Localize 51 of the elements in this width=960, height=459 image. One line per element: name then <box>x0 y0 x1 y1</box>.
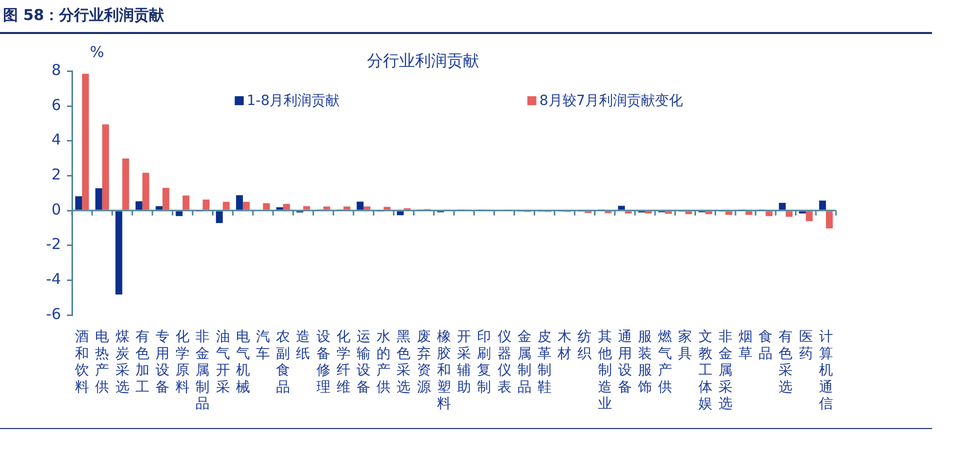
x-tick-label: 金属制品 <box>517 329 532 396</box>
x-tick-label: 仪器仪表 <box>497 329 512 396</box>
x-tick-label: 开采辅助 <box>457 329 472 396</box>
y-tick-label: -4 <box>46 270 61 288</box>
y-tick-label: 6 <box>51 96 61 114</box>
x-tick-label: 电热产供 <box>95 329 110 396</box>
x-tick-label: 文教工体娱 <box>698 329 712 412</box>
x-tick-label: 医药 <box>798 329 813 362</box>
x-tick-label: 纺织 <box>578 329 592 362</box>
x-tick-label: 烟草 <box>738 329 753 362</box>
x-tick-label: 造纸 <box>296 329 310 362</box>
x-tick-label: 服装服饰 <box>637 329 652 396</box>
x-tick-label: 木材 <box>556 329 572 362</box>
x-tick-label: 汽车 <box>256 329 270 362</box>
x-tick-label: 设备修理 <box>316 329 330 396</box>
y-tick-label: -2 <box>46 235 61 254</box>
x-tick-label: 计算机通信 <box>818 329 833 412</box>
x-tick-label: 农副食品 <box>276 329 290 396</box>
x-tick-label: 食品 <box>758 329 773 362</box>
caption: 图 58：分行业利润贡献 <box>3 6 164 24</box>
y-axis-title: % <box>90 43 104 62</box>
chart-title: 分行业利润贡献 <box>367 50 479 70</box>
x-tick-label: 通用设备 <box>618 329 632 396</box>
x-tick-label: 其他制造业 <box>598 329 612 412</box>
x-tick-label: 化学纤维 <box>336 329 350 396</box>
x-tick-label: 燃气产供 <box>658 329 672 396</box>
x-tick-label: 橡胶和塑料 <box>436 329 451 412</box>
x-tick-label: 家具 <box>678 329 692 362</box>
x-tick-label: 化学原料 <box>176 329 190 396</box>
y-tick-label: -6 <box>46 304 61 323</box>
legend-label: 1-8月利润贡献 <box>246 92 340 109</box>
x-tick-label: 有色采选 <box>778 329 793 396</box>
x-tick-label: 非金属采选 <box>718 329 732 412</box>
y-tick-label: 4 <box>51 130 61 149</box>
x-tick-label: 油气开采 <box>216 329 230 396</box>
y-tick-label: 0 <box>51 200 61 218</box>
x-tick-label: 有色加工 <box>135 329 150 396</box>
legend-label: 8月较7月利润贡献变化 <box>539 92 684 109</box>
x-tick-label: 黑色采选 <box>396 329 411 396</box>
x-tick-label: 非金属制品 <box>196 329 210 412</box>
x-tick-label: 皮革制鞋 <box>537 329 552 396</box>
x-tick-label: 运输设备 <box>356 329 371 396</box>
y-tick-label: 8 <box>51 61 61 80</box>
y-tick-label: 2 <box>51 166 61 184</box>
x-tick-label: 专用设备 <box>155 329 170 396</box>
x-tick-label: 印刷复制 <box>477 329 492 396</box>
x-tick-label: 水的产供 <box>376 329 391 396</box>
x-tick-label: 废弃资源 <box>416 329 431 396</box>
x-tick-label: 煤炭采选 <box>115 329 130 396</box>
x-tick-label: 电气机械 <box>236 329 250 396</box>
x-tick-label: 酒和饮料 <box>74 329 90 396</box>
